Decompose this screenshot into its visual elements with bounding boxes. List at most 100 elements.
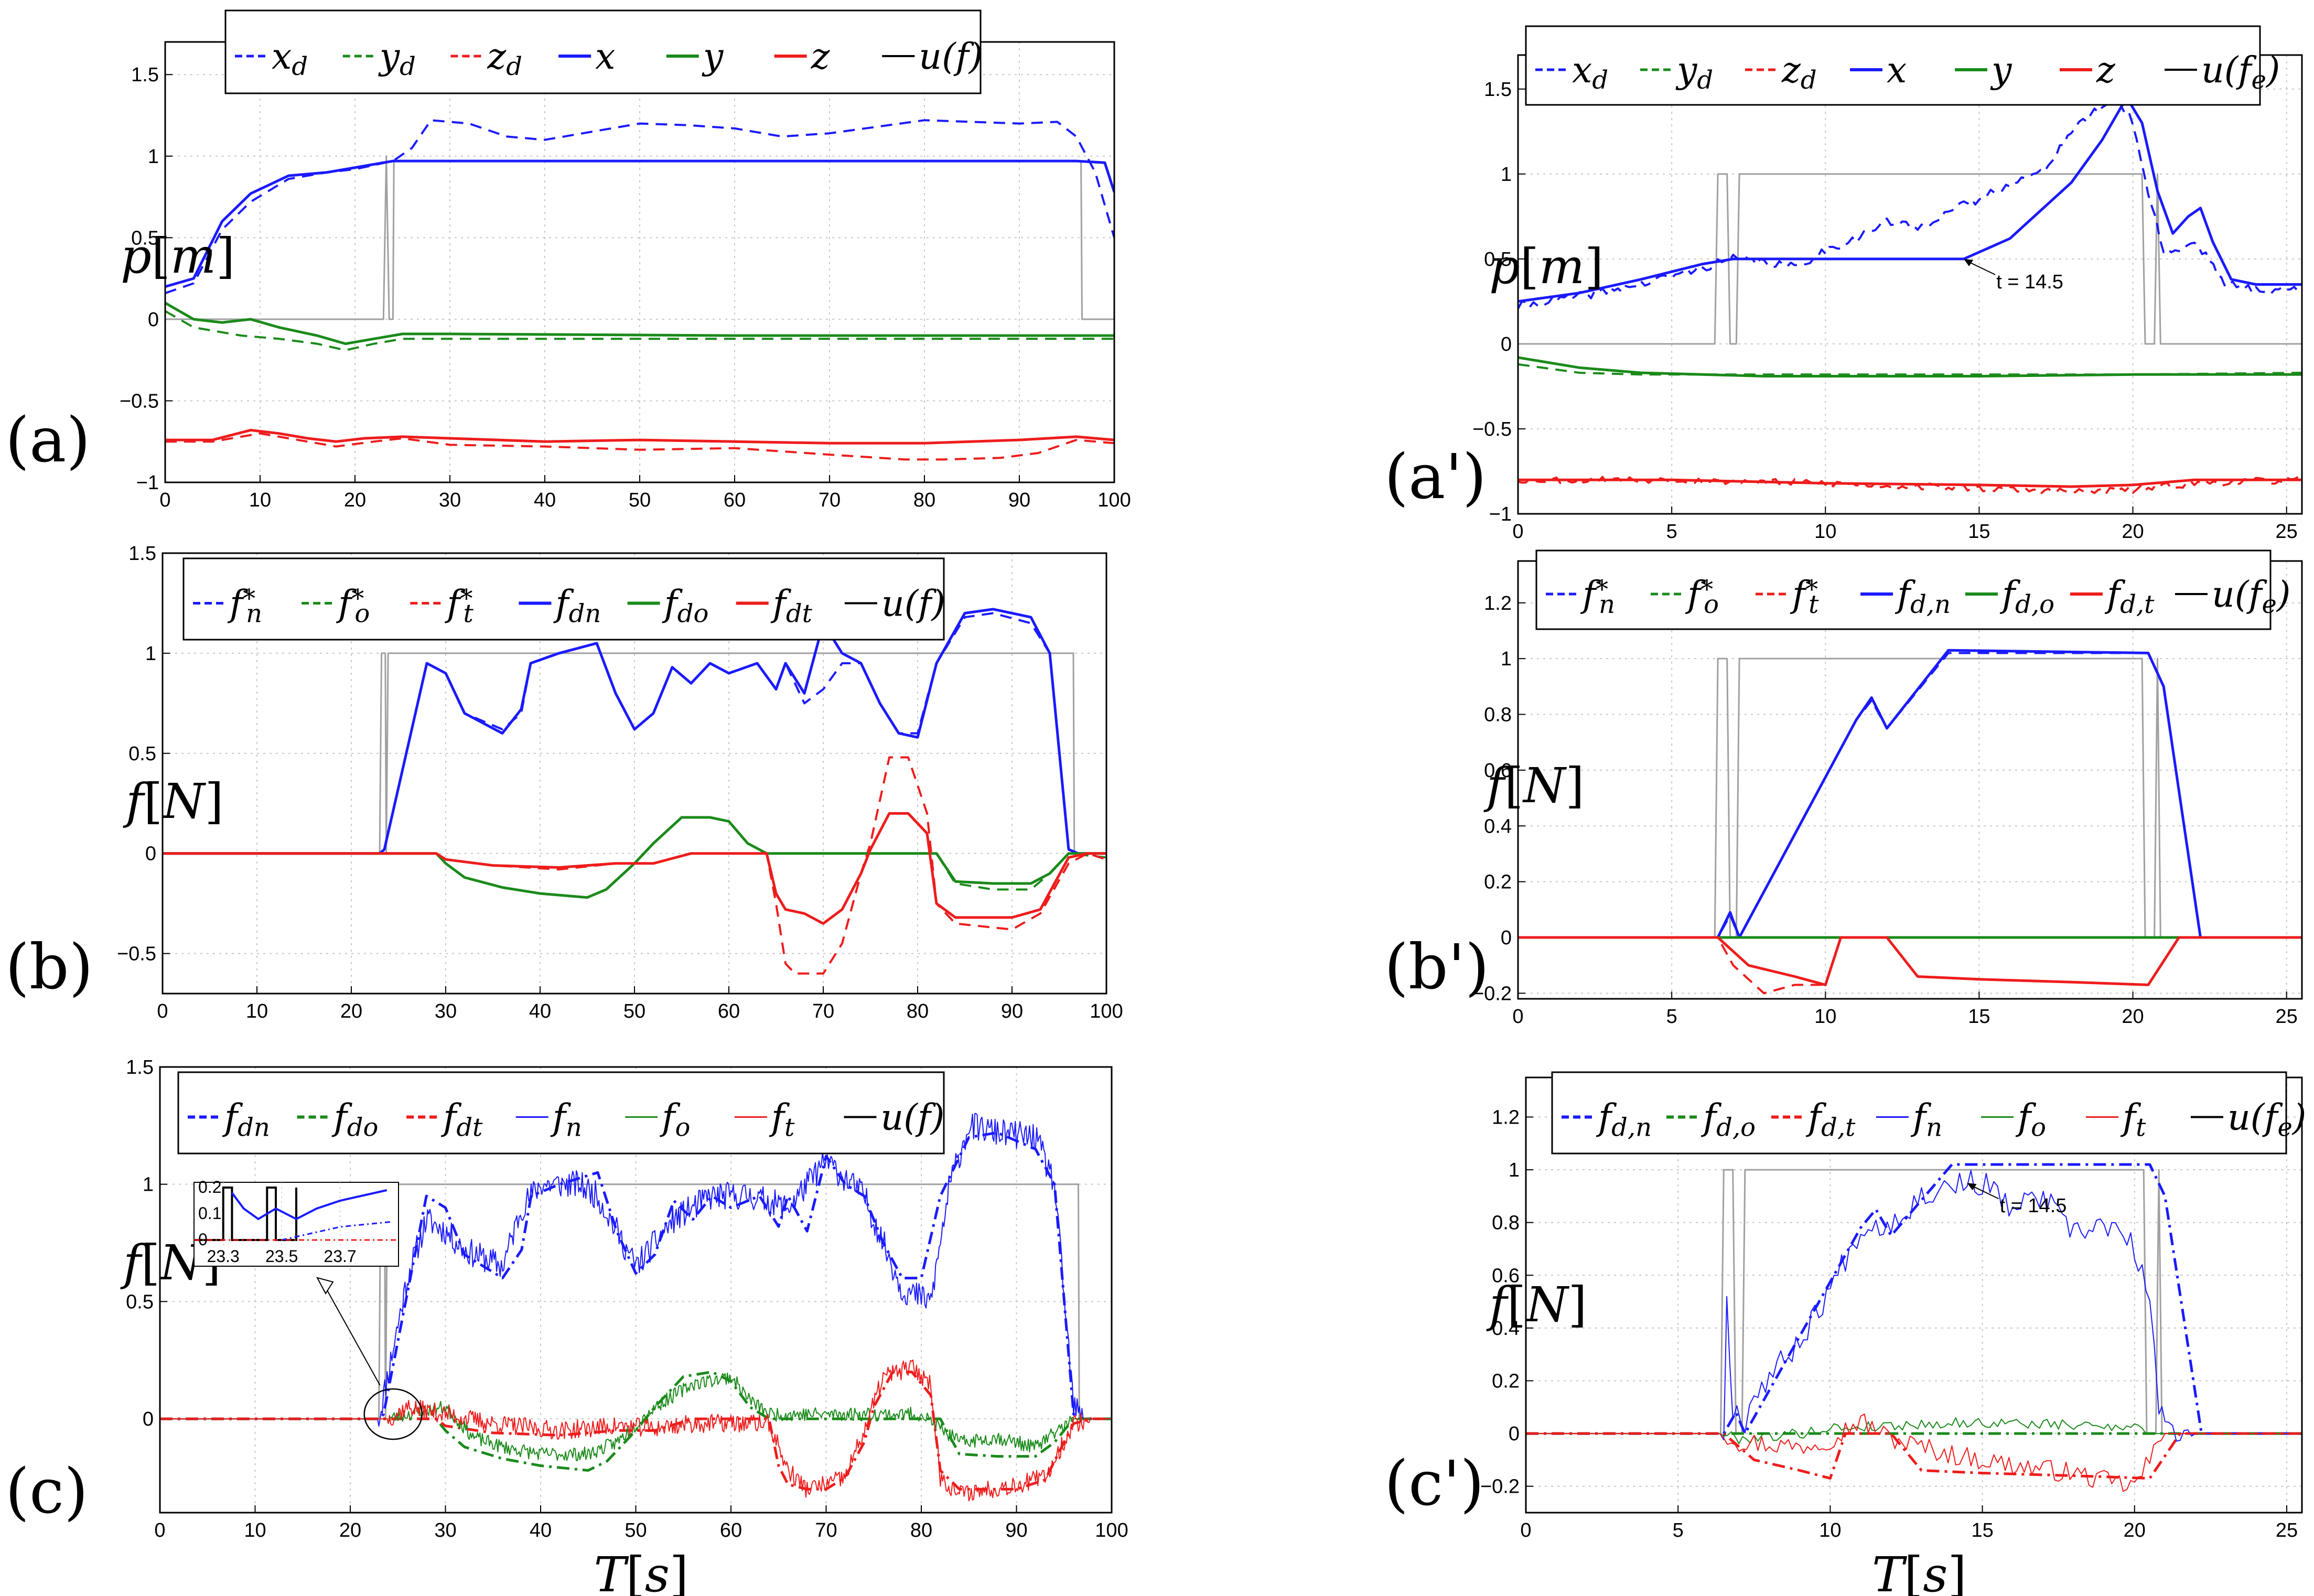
- y-tick-label: 0.4: [1492, 1318, 1520, 1340]
- x-tick-label: 25: [2276, 1006, 2298, 1028]
- y-tick-label: 1: [145, 643, 156, 665]
- legend-label: z: [2096, 50, 2116, 91]
- legend-label-sub: t: [2136, 1113, 2146, 1142]
- y-tick-label: −0.2: [1480, 1476, 1520, 1498]
- x-axis-label-unit: s: [1923, 1547, 1947, 1596]
- legend-label-sub: n: [246, 599, 262, 629]
- legend-label-part: u(f: [880, 1097, 936, 1139]
- x-axis-label-var: T: [1872, 1547, 1907, 1596]
- legend-box: [224, 9, 982, 94]
- y-axis-label-bracket: ]: [1568, 1277, 1587, 1333]
- x-tick-label: 100: [1097, 489, 1131, 511]
- legend-label-sub: d: [1801, 66, 1817, 95]
- legend-label-part: ): [968, 36, 983, 78]
- inset-y-tick-label: 0.1: [198, 1204, 221, 1223]
- y-axis-label-bracket: [: [141, 1235, 160, 1291]
- series-line-z: [165, 428, 1114, 445]
- x-tick-label: 20: [340, 1000, 362, 1022]
- y-axis-label-bracket: [: [1520, 239, 1539, 295]
- legend-label-sub: d,o: [2015, 590, 2054, 619]
- tick-labels: 0 10 20 30 40 50 60 70 80 90 100 −1 −0.5 0 0.5 1 1.5: [120, 64, 1131, 511]
- legend-label-sup: *: [1805, 575, 1818, 604]
- legend-label-sub: e: [2252, 66, 2266, 95]
- legend-label: yd: [378, 36, 416, 81]
- panel-label: (a): [5, 404, 90, 476]
- legend-label-part: z: [811, 36, 831, 78]
- legend-label-sup: *: [1700, 575, 1713, 604]
- x-axis-label-bracket: [: [1904, 1547, 1923, 1596]
- legend-label-part: z: [487, 36, 507, 78]
- inset-fn-line: [231, 1189, 388, 1221]
- x-tick-label: 15: [1968, 1006, 1990, 1028]
- x-tick-label: 5: [1666, 1006, 1677, 1028]
- y-tick-label: 0.5: [128, 743, 156, 765]
- legend-label-sub: do: [347, 1113, 379, 1142]
- legend-label-sub: e: [2262, 590, 2277, 619]
- annotation-text: t = 14.5: [1996, 271, 2063, 293]
- y-tick-label: −0.2: [1472, 983, 1512, 1005]
- series-line-f-d-n: [1518, 649, 2302, 939]
- x-tick-label: 0: [159, 489, 170, 511]
- x-tick-label: 50: [629, 489, 651, 511]
- x-tick-label: 10: [244, 1519, 266, 1541]
- legend-label-part: u(f: [919, 36, 974, 78]
- x-tick-label: 90: [1001, 1000, 1023, 1022]
- x-tick-label: 10: [1814, 521, 1836, 543]
- legend-label-sup: *: [460, 584, 472, 613]
- y-axis-label-bracket: ]: [1585, 239, 1603, 295]
- y-axis-label-bracket: [: [144, 773, 163, 829]
- inset-x-tick-label: 23.5: [265, 1247, 298, 1266]
- annotation-arrow: [1968, 261, 1996, 275]
- series-line-x: [165, 159, 1114, 288]
- plot-area: [1526, 1163, 2302, 1492]
- series-line-u-f-: [165, 155, 1114, 320]
- x-tick-label: 10: [246, 1000, 268, 1022]
- y-tick-label: −1: [1489, 503, 1512, 525]
- inset-x-tick-label: 23.3: [207, 1247, 240, 1266]
- legend-box: [182, 557, 945, 641]
- x-tick-label: 15: [1968, 521, 1990, 543]
- y-tick-label: 1.5: [131, 64, 159, 86]
- series-line-x: [1518, 96, 2302, 303]
- legend-label-sub: t: [463, 599, 473, 629]
- plot-area: [1518, 92, 2302, 495]
- y-axis-label-bracket: [: [152, 228, 170, 284]
- x-tick-label: 80: [910, 1519, 932, 1541]
- x-axis-label-bracket: ]: [1948, 1547, 1967, 1596]
- legend-label: fd,o: [1999, 574, 2054, 619]
- y-tick-label: 1.2: [1492, 1106, 1520, 1128]
- series-line-u-f-e-: [1518, 657, 2302, 939]
- legend-label: f* t: [444, 584, 473, 629]
- legend-label-sub: n: [1926, 1113, 1942, 1142]
- legend-label-sub: dt: [456, 1113, 483, 1142]
- legend: f* n f* o f* t fd,n fd,o fd,t u(fe): [1535, 549, 2290, 630]
- x-tick-label: 30: [435, 1000, 457, 1022]
- x-tick-label: 50: [625, 1519, 647, 1541]
- legend-label-part: x: [595, 36, 615, 78]
- legend-label: u(fe): [2212, 574, 2290, 619]
- panel-cprime: 0 5 10 15 20 25−0.200.20.40.60.811.2 fd,n fd,o f…: [1384, 1071, 2306, 1596]
- legend-label: z: [811, 36, 831, 78]
- x-tick-label: 10: [249, 489, 271, 511]
- x-tick-label: 80: [907, 1000, 929, 1022]
- annotation-arrowhead: [1967, 1183, 1977, 1191]
- x-tick-label: 60: [718, 1000, 740, 1022]
- x-tick-label: 0: [1512, 521, 1523, 543]
- series-line-z-d: [1518, 476, 2302, 495]
- series-line-u-f-e-: [1518, 173, 2302, 345]
- y-axis-label-unit: N: [1525, 1277, 1570, 1333]
- y-axis-label: f[N]: [1483, 758, 1584, 814]
- legend-label-sub: n: [566, 1113, 582, 1142]
- y-axis-label-bracket: [: [1504, 758, 1523, 814]
- y-tick-label: 1: [1501, 648, 1512, 670]
- zoom-circle: [363, 1388, 423, 1440]
- zoom-arrowhead: [316, 1277, 334, 1295]
- legend-label-sub: d: [1697, 66, 1713, 95]
- legend: f* n f* o f* t fdn fdo fdt u(f): [182, 557, 945, 641]
- legend-label-sub: o: [675, 1113, 690, 1142]
- x-tick-label: 70: [815, 1519, 837, 1541]
- x-tick-label: 0: [1512, 1006, 1523, 1028]
- x-axis-label-unit: s: [645, 1547, 670, 1596]
- legend-label: x: [595, 36, 615, 78]
- legend-label-part: u(f: [881, 584, 937, 625]
